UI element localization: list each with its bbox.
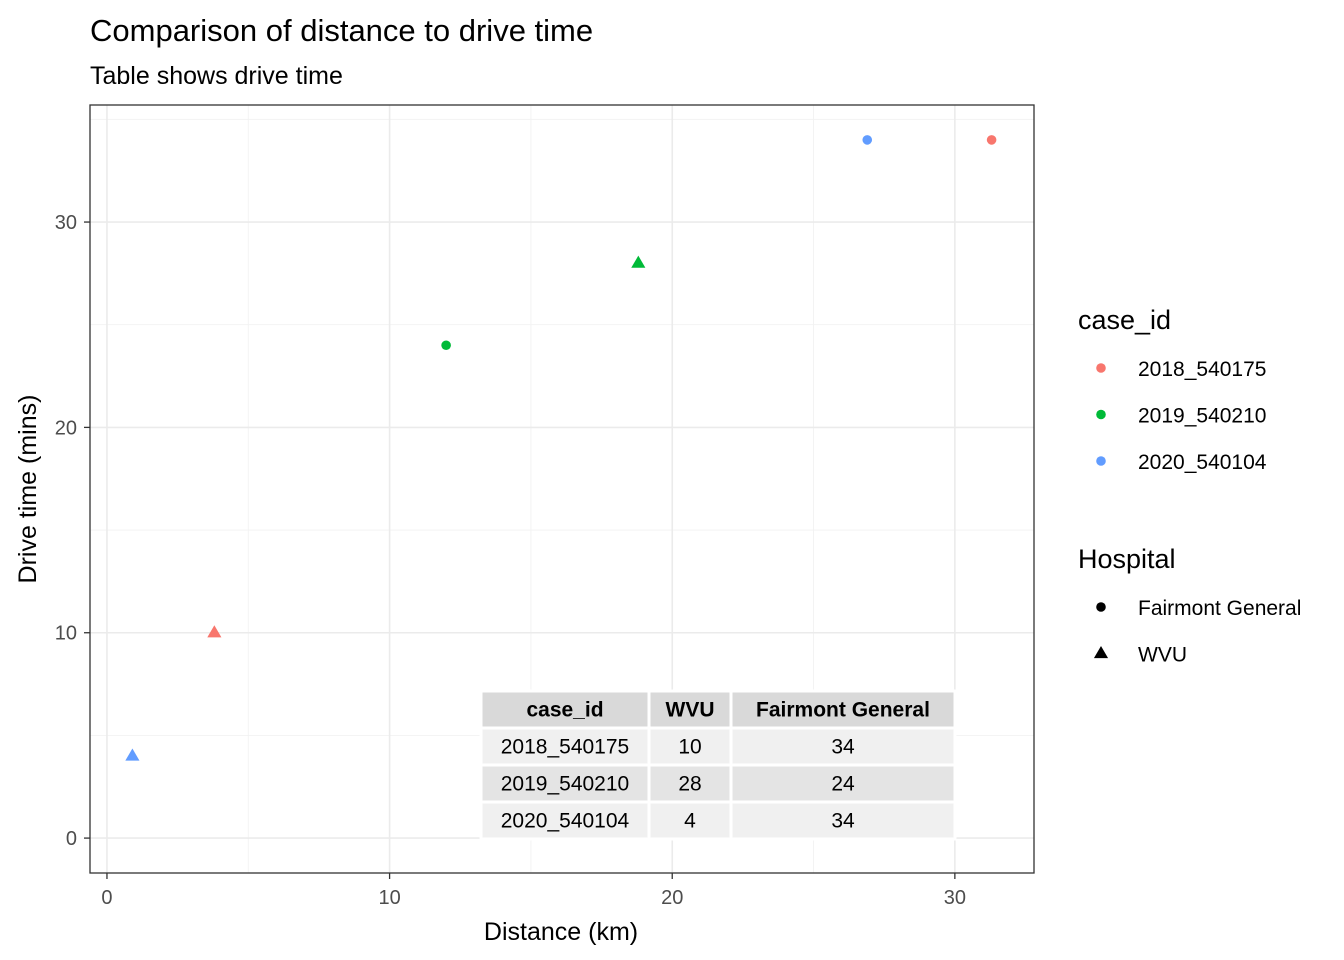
data-point xyxy=(441,340,451,351)
x-axis-title: Distance (km) xyxy=(484,918,638,946)
table-cell-text: 34 xyxy=(831,810,855,833)
drive-time-table: case_id WVU Fairmont General 2018_540175 10 3… xyxy=(479,689,957,841)
legend-item-label: 2020_540104 xyxy=(1138,451,1267,474)
legend-title: Hospital xyxy=(1078,544,1176,574)
x-tick-label: 10 xyxy=(378,887,400,909)
table-cell-text: 28 xyxy=(678,773,701,796)
table-header-label: case_id xyxy=(526,699,603,722)
x-tick-label: 20 xyxy=(661,887,683,909)
table-cell-text: 2018_540175 xyxy=(501,736,629,759)
legend-item-label: WVU xyxy=(1138,644,1187,667)
data-points xyxy=(125,135,997,761)
y-tick-label: 30 xyxy=(55,212,77,234)
legend-key-circle-icon xyxy=(1096,602,1106,612)
legend-item-label: 2019_540210 xyxy=(1138,405,1266,428)
legend: case_id 2018_540175 2019_540210 2020_540104… xyxy=(1078,305,1301,667)
legend-item-label: 2018_540175 xyxy=(1138,358,1266,381)
table-cell-text: 2020_540104 xyxy=(501,810,630,833)
chart-subtitle: Table shows drive time xyxy=(90,62,343,90)
table-cell-bg xyxy=(729,726,957,767)
data-point xyxy=(631,255,646,268)
table-header-cell xyxy=(647,689,733,730)
y-tick-label: 10 xyxy=(55,623,77,645)
table-cell-text: 10 xyxy=(678,736,701,759)
chart-title: Comparison of distance to drive time xyxy=(90,13,593,48)
legend-item-label: Fairmont General xyxy=(1138,597,1301,620)
table-header-label: WVU xyxy=(666,699,715,722)
table-cell-bg xyxy=(479,800,651,841)
table-cell-text: 34 xyxy=(831,736,855,759)
y-axis-title: Drive time (mins) xyxy=(14,395,42,584)
axes: 0 10 20 30 0 10 20 30 xyxy=(55,212,966,909)
legend-key-circle-icon xyxy=(1096,363,1106,373)
table-cell-bg xyxy=(647,800,733,841)
table-cell-text: 24 xyxy=(831,773,855,796)
panel-border xyxy=(89,104,1035,874)
data-point xyxy=(207,625,222,638)
table-cell-text: 4 xyxy=(684,810,696,833)
y-tick-label: 0 xyxy=(66,828,77,850)
table-header-label: Fairmont General xyxy=(756,699,930,722)
legend-key-triangle-icon xyxy=(1093,646,1109,659)
data-point xyxy=(986,135,997,145)
x-tick-label: 0 xyxy=(101,887,112,909)
data-point xyxy=(125,748,140,761)
legend-key-circle-icon xyxy=(1096,409,1106,420)
data-point xyxy=(862,135,873,145)
table-cell-bg xyxy=(729,800,957,841)
table-cell-text: 2019_540210 xyxy=(501,773,629,796)
table-cell-bg xyxy=(479,726,651,767)
legend-title: case_id xyxy=(1078,305,1171,335)
plot-panel: case_id WVU Fairmont General 2018_540175 10 3… xyxy=(89,104,1035,874)
legend-key-circle-icon xyxy=(1096,456,1106,466)
y-tick-label: 20 xyxy=(55,417,77,439)
x-tick-label: 30 xyxy=(944,887,966,909)
